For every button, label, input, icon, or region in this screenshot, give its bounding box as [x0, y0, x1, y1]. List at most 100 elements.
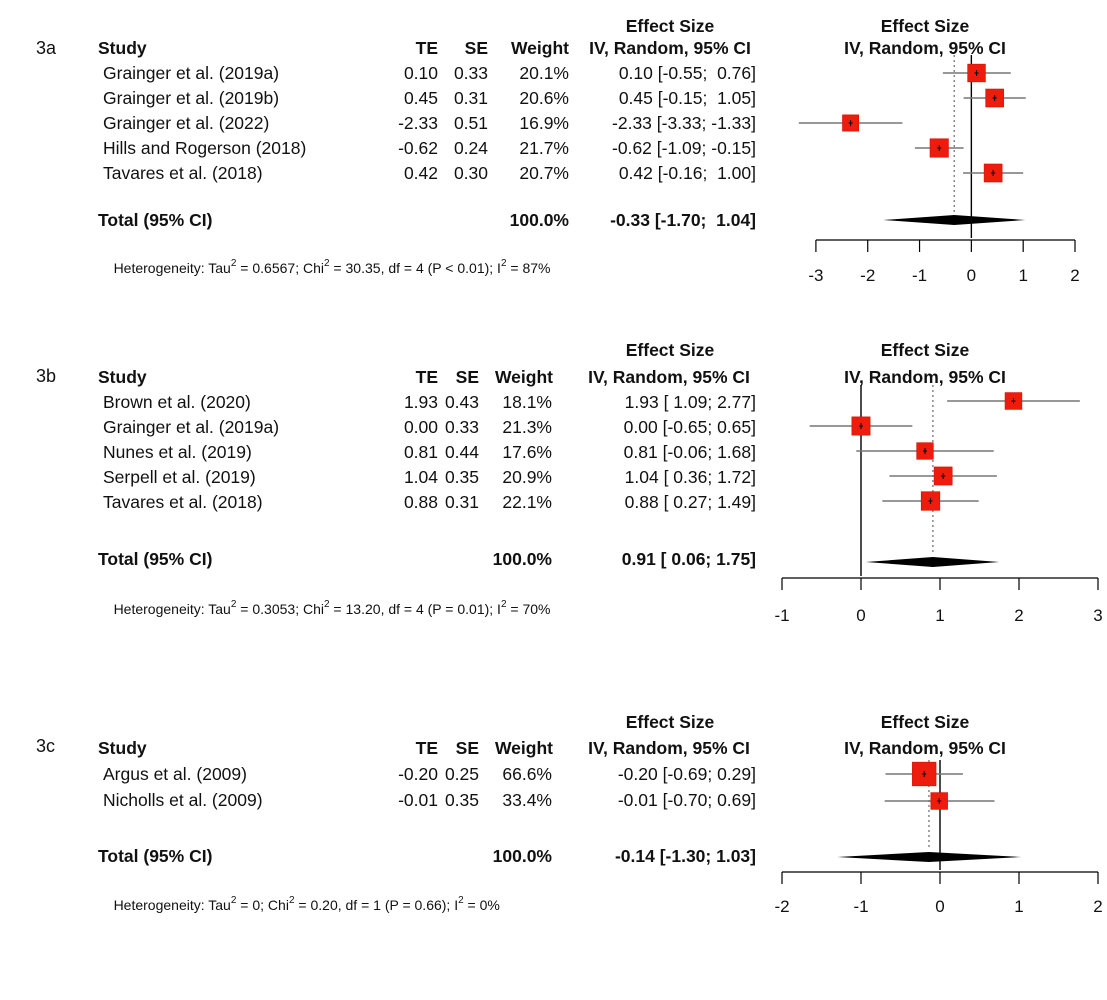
pooled-estimate-diamond [837, 852, 1022, 862]
ci-value: 0.42 [-0.16; 1.00] [618, 163, 756, 183]
te-value: 0.10 [403, 63, 438, 83]
study-name: Grainger et al. (2022) [103, 113, 270, 133]
panel-label: 3a [36, 38, 57, 58]
se-value: 0.31 [444, 492, 479, 512]
x-axis-tick-label: -1 [912, 266, 927, 285]
te-value: 0.00 [403, 417, 438, 437]
study-name: Grainger et al. (2019b) [103, 88, 280, 108]
ci-value: -0.62 [-1.09; -0.15] [612, 138, 756, 158]
ci-value: 1.04 [ 0.36; 1.72] [624, 467, 756, 487]
se-value: 0.44 [444, 442, 479, 462]
heterogeneity-text: Heterogeneity: Tau2 = 0; Chi2 = 0.20, df… [113, 895, 500, 913]
forest-plot-3c: -2 -1 0 1 2 [774, 760, 1103, 916]
ci-value: 0.00 [-0.65; 0.65] [623, 417, 756, 437]
plot-header-line2: IV, Random, 95% CI [844, 738, 1006, 758]
ci-value: 0.81 [-0.06; 1.68] [623, 442, 756, 462]
te-value: -0.62 [398, 138, 438, 158]
te-value: -2.33 [398, 113, 438, 133]
x-axis-tick-label: -3 [808, 266, 823, 285]
weight-value: 20.1% [519, 63, 569, 83]
te-value: 0.88 [403, 492, 438, 512]
te-value: 1.93 [403, 392, 438, 412]
ci-value: 1.93 [ 1.09; 2.77] [624, 392, 756, 412]
pooled-estimate-diamond [883, 215, 1026, 225]
weight-column-header: Weight [510, 38, 569, 58]
x-axis-tick-label: 2 [1093, 897, 1102, 916]
x-axis-tick-label: 2 [1014, 606, 1023, 625]
ci-value: -0.20 [-0.69; 0.29] [617, 764, 756, 784]
study-name: Nunes et al. (2019) [103, 442, 252, 462]
weight-value: 20.9% [502, 467, 552, 487]
x-axis-tick-label: -1 [774, 606, 789, 625]
forest-panel-3c: 3c Effect Size Study TE SE Weight IV, Ra… [0, 700, 1107, 1000]
weight-value: 33.4% [502, 790, 552, 810]
ci-value: -0.01 [-0.70; 0.69] [617, 790, 756, 810]
total-weight: 100.0% [509, 210, 569, 230]
weight-column-header: Weight [494, 738, 553, 758]
forest-plot-3b: -1 0 1 2 3 [774, 385, 1103, 625]
plot-header-line2: IV, Random, 95% CI [844, 38, 1006, 58]
study-column-header: Study [98, 367, 147, 387]
te-column-header: TE [415, 38, 438, 58]
ci-value: 0.45 [-0.15; 1.05] [618, 88, 756, 108]
ci-value: 0.10 [-0.55; 0.76] [618, 63, 756, 83]
forest-panel-3b: 3b Effect Size Study TE SE Weight IV, Ra… [0, 330, 1107, 630]
weight-value: 22.1% [502, 492, 552, 512]
x-axis-tick-label: 3 [1093, 606, 1102, 625]
se-value: 0.51 [453, 113, 488, 133]
total-label: Total (95% CI) [98, 549, 213, 569]
weight-value: 21.3% [502, 417, 552, 437]
study-name: Hills and Rogerson (2018) [103, 138, 307, 158]
se-value: 0.30 [453, 163, 488, 183]
se-value: 0.33 [453, 63, 488, 83]
forest-plot-3a: -3 -2 -1 0 1 2 [798, 55, 1080, 285]
x-axis-tick-label: 1 [1018, 266, 1027, 285]
te-value: 0.45 [403, 88, 438, 108]
plot-header-line1: Effect Size [880, 712, 970, 732]
se-column-header: SE [455, 367, 479, 387]
x-axis-tick-label: 1 [935, 606, 944, 625]
x-axis-tick-label: -2 [774, 897, 789, 916]
panel-label: 3c [36, 736, 56, 756]
study-name: Tavares et al. (2018) [103, 163, 263, 183]
effect-size-header-line1: Effect Size [625, 16, 715, 36]
weight-value: 21.7% [519, 138, 569, 158]
study-column-header: Study [98, 38, 147, 58]
weight-value: 17.6% [502, 442, 552, 462]
effect-size-header-line2: IV, Random, 95% CI [588, 367, 750, 387]
se-value: 0.25 [444, 764, 479, 784]
panel-label: 3b [36, 366, 57, 386]
study-column-header: Study [98, 738, 147, 758]
study-name: Grainger et al. (2019a) [103, 63, 280, 83]
forest-panel-3a: 3a Effect Size Study TE SE Weight IV, Ra… [0, 0, 1107, 300]
study-name: Serpell et al. (2019) [103, 467, 256, 487]
x-axis-tick-label: 1 [1014, 897, 1023, 916]
weight-column-header: Weight [494, 367, 553, 387]
weight-value: 18.1% [502, 392, 552, 412]
total-ci: 0.91 [ 0.06; 1.75] [621, 549, 756, 569]
total-weight: 100.0% [492, 846, 552, 866]
te-value: 1.04 [403, 467, 438, 487]
heterogeneity-text: Heterogeneity: Tau2 = 0.3053; Chi2 = 13.… [113, 599, 551, 617]
se-value: 0.24 [453, 138, 488, 158]
effect-size-header-line1: Effect Size [625, 340, 715, 360]
weight-value: 66.6% [502, 764, 552, 784]
study-name: Tavares et al. (2018) [103, 492, 263, 512]
ci-value: 0.88 [ 0.27; 1.49] [624, 492, 756, 512]
se-value: 0.31 [453, 88, 488, 108]
se-column-header: SE [464, 38, 488, 58]
se-column-header: SE [455, 738, 479, 758]
x-axis-tick-label: -1 [853, 897, 868, 916]
te-column-header: TE [415, 367, 438, 387]
weight-value: 20.6% [519, 88, 569, 108]
te-value: -0.20 [398, 764, 438, 784]
study-name: Argus et al. (2009) [103, 764, 247, 784]
ci-value: -2.33 [-3.33; -1.33] [612, 113, 756, 133]
x-axis-tick-label: 0 [935, 897, 944, 916]
plot-header-line1: Effect Size [880, 340, 970, 360]
effect-size-header-line2: IV, Random, 95% CI [588, 738, 750, 758]
pooled-estimate-diamond [865, 557, 1000, 567]
x-axis-tick-label: 0 [967, 266, 976, 285]
se-value: 0.33 [444, 417, 479, 437]
te-value: 0.42 [403, 163, 438, 183]
